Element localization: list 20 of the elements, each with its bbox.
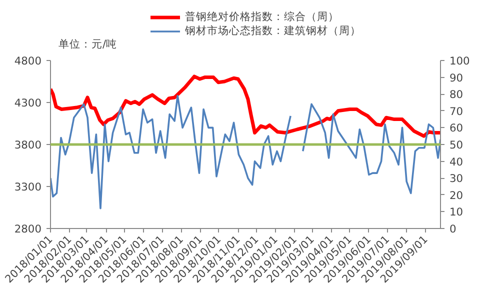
y-tick-label: 4300 — [14, 96, 42, 110]
y-tick-label: 3800 — [14, 138, 42, 152]
y2-tick-label: 30 — [450, 172, 464, 186]
y2-tick-label: 10 — [450, 206, 464, 219]
y2-tick-label: 60 — [450, 122, 464, 135]
y2-tick-label: 100 — [450, 54, 470, 68]
y2-tick-label: 80 — [450, 88, 464, 102]
y2-tick-label: 40 — [450, 155, 464, 168]
y-tick-label: 2800 — [14, 222, 42, 236]
y2-tick-label: 90 — [450, 71, 464, 84]
line-series — [50, 74, 440, 138]
y2-tick-label: 50 — [450, 138, 464, 152]
y-axis-title: 单位：元/吨 — [58, 38, 118, 50]
y2-tick-label: 0 — [450, 222, 456, 236]
y-tick-label: 4800 — [14, 54, 42, 68]
y-tick-label: 3300 — [14, 180, 42, 194]
y2-tick-label: 70 — [450, 104, 464, 118]
legend-label: 普钢绝对价格指数：综合（周） — [185, 10, 339, 24]
y2-tick-label: 20 — [450, 188, 464, 202]
legend-label: 钢材市场心态指数：建筑钢材（周） — [185, 24, 361, 38]
